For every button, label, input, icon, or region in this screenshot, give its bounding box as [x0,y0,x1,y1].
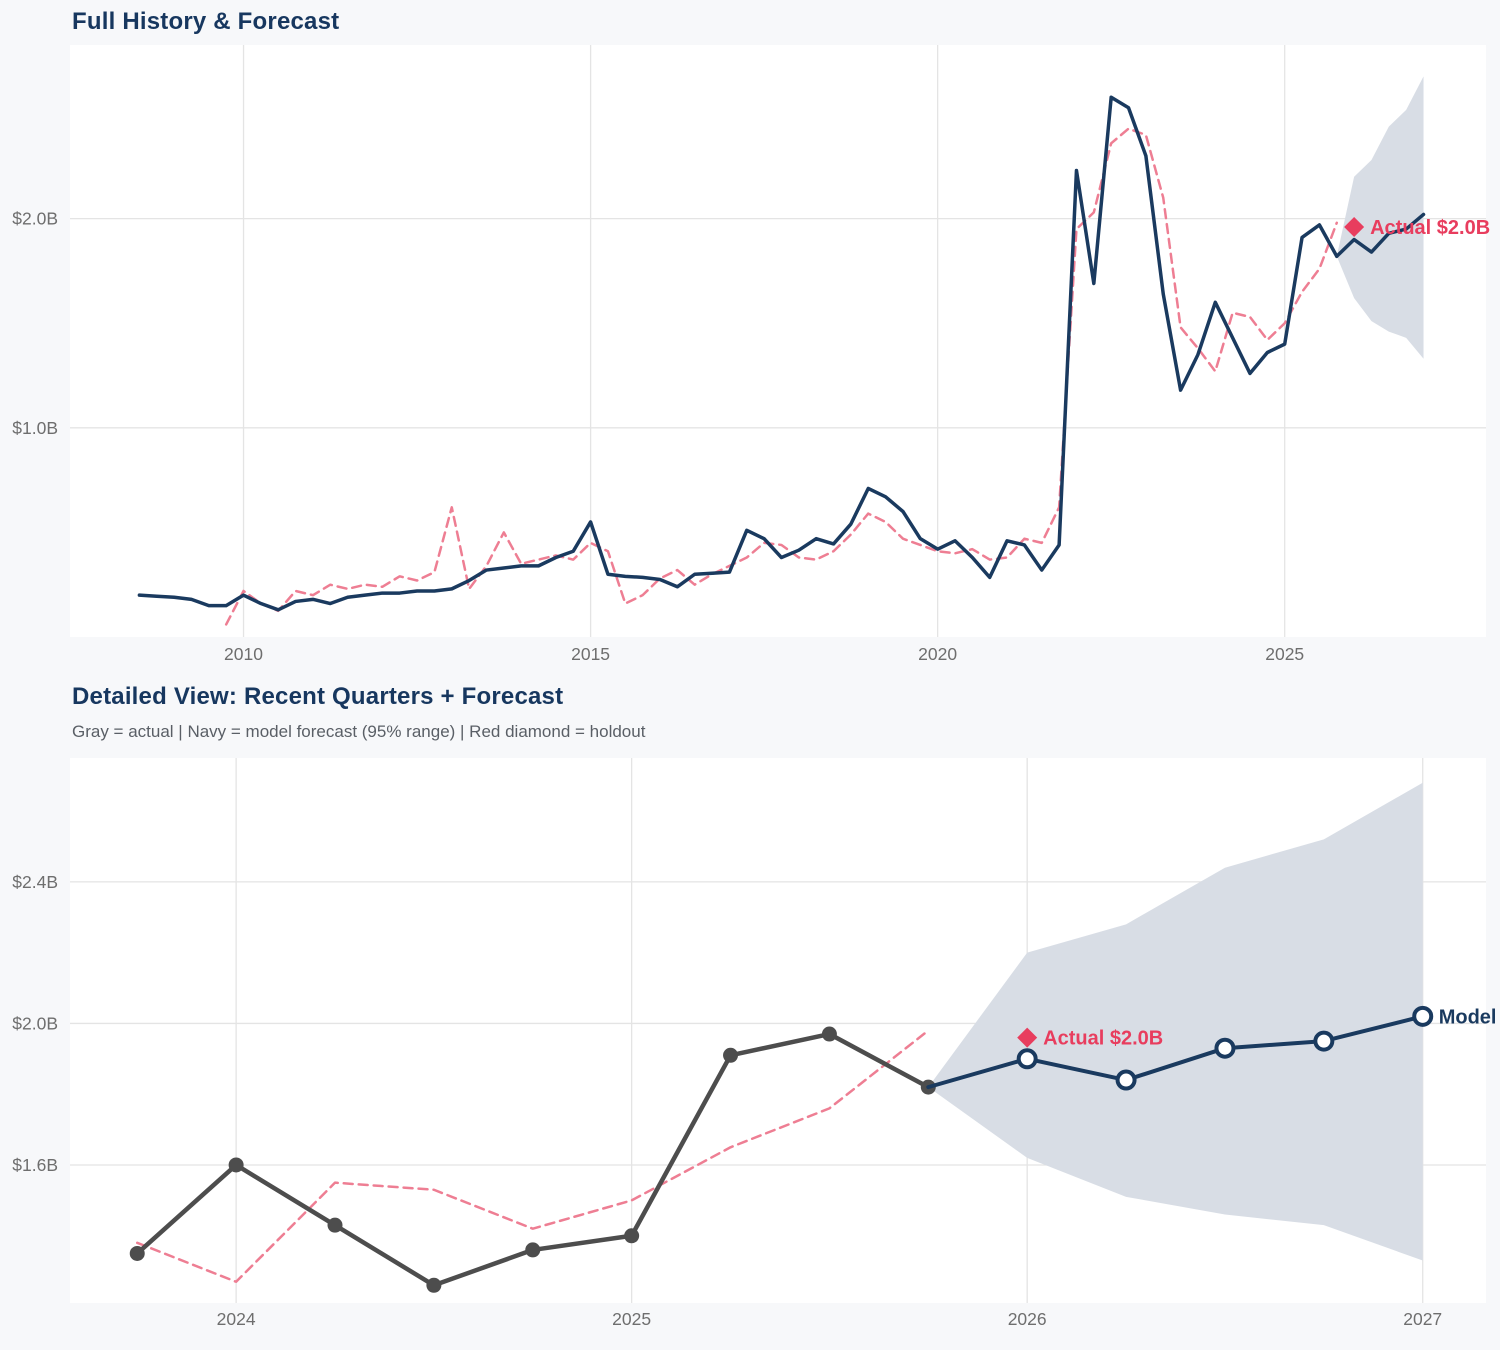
y-tick-label: $1.6B [12,1155,58,1175]
series-model-forecast-markers [1016,1005,1434,1091]
detailed-view-chart: 2024 2025 2026 2027 $1.6B $2.0B $2.4B Actual $2… [12,758,1497,1329]
axis-tick-labels: 2024 2025 2026 2027 $1.6B $2.0B $2.4B [12,872,1442,1329]
y-tick-label: $1.0B [12,418,58,438]
annotation-label: Actual $2.0B [1370,217,1490,239]
y-tick-label: $2.4B [12,872,58,892]
gridlines [70,45,1486,637]
x-tick-label: 2027 [1403,1309,1442,1329]
forecast-95-band [928,782,1423,1261]
series-model-fit [135,1029,930,1284]
chart-legend-subtitle: Gray = actual | Navy = model forecast (9… [72,722,646,741]
chart-title-full-history: Full History & Forecast [72,8,340,35]
data-point-dot [129,1245,145,1261]
plot-area [70,45,1486,637]
data-point-dot [624,1228,640,1244]
full-history-chart: 2010 2015 2020 2025 $1.0B $2.0B Actual $2.0B [12,45,1490,664]
annotation-actual-2-0b: Actual $2.0B [1344,216,1490,239]
data-point-dot [723,1047,739,1063]
y-tick-label: $2.0B [12,1013,58,1033]
data-point-open-circle [1016,1048,1038,1070]
data-point-dot [525,1242,541,1258]
series-model-forecast [926,1014,1425,1090]
data-point-open-circle [1115,1069,1137,1091]
data-point-dot [821,1026,837,1042]
holdout-diamond-icon [1344,216,1365,237]
x-tick-label: 2024 [217,1309,256,1329]
annotation-label: Actual $2.0B [1043,1028,1163,1050]
data-point-dot [426,1277,442,1293]
annotation-actual-2-0b: Actual $2.0B [1017,1027,1163,1050]
x-tick-label: 2025 [1265,644,1304,664]
forecast-95-band [1336,76,1424,359]
axis-tick-labels: 2010 2015 2020 2025 $1.0B $2.0B [12,209,1304,664]
x-tick-label: 2010 [224,644,263,664]
data-point-open-circle [1313,1030,1335,1052]
data-point-dot [228,1157,244,1173]
x-tick-label: 2025 [612,1309,651,1329]
annotation-model: Model [1439,1006,1497,1028]
data-point-dot [327,1217,343,1233]
chart-title-detailed-view: Detailed View: Recent Quarters + Forecas… [72,683,564,710]
holdout-diamond-icon [1017,1027,1038,1048]
series-model-forecast [1335,212,1426,259]
x-tick-label: 2026 [1008,1309,1047,1329]
series-actual-history [137,95,1339,612]
series-actual-quarters-markers [129,1026,936,1293]
data-point-open-circle [1412,1005,1434,1027]
x-tick-label: 2015 [571,644,610,664]
series-model-fit [224,127,1339,626]
x-tick-label: 2020 [918,644,957,664]
y-tick-label: $2.0B [12,209,58,229]
data-point-open-circle [1214,1037,1236,1059]
annotation-label: Model [1439,1006,1497,1028]
